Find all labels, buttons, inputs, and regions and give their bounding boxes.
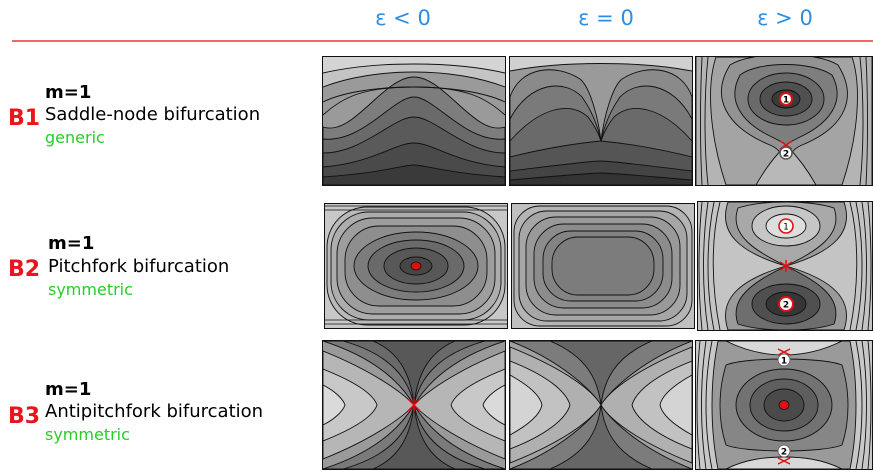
svg-text:2: 2 <box>781 448 787 458</box>
row-code: B2 <box>8 257 41 282</box>
row-m-value: m=1 <box>45 82 92 103</box>
row-bifurcation-type: symmetric <box>48 280 133 299</box>
row-m-value: m=1 <box>48 233 95 254</box>
row-bifurcation-type: symmetric <box>45 425 130 444</box>
phase-portrait-b3-eps-zero <box>509 340 693 470</box>
fixed-point-marker-1: 1 <box>778 218 794 234</box>
phase-portrait-b2-eps-zero <box>511 203 695 329</box>
svg-text:2: 2 <box>783 301 789 311</box>
phase-portrait-b3-eps-negative <box>322 340 506 470</box>
fixed-point-marker-1: 1 <box>779 92 793 106</box>
phase-portrait-b2-eps-positive: 1 2 <box>697 201 873 331</box>
svg-text:1: 1 <box>781 357 787 367</box>
phase-portrait-b1-eps-negative <box>322 56 506 186</box>
saddle-point-marker <box>407 398 421 412</box>
row-code: B3 <box>8 404 41 429</box>
row-bifurcation-name: Pitchfork bifurcation <box>48 256 230 277</box>
fixed-point-marker-2: 2 <box>779 146 793 160</box>
fixed-point-marker-1: 1 <box>777 353 791 367</box>
row-bifurcation-name: Antipitchfork bifurcation <box>45 401 264 422</box>
row-bifurcation-name: Saddle-node bifurcation <box>45 104 261 125</box>
saddle-point-marker <box>779 260 793 272</box>
column-header-eps-negative: ε < 0 <box>375 6 431 30</box>
phase-portrait-b1-eps-zero <box>509 56 693 186</box>
svg-text:1: 1 <box>783 96 789 106</box>
fixed-point-marker-2: 2 <box>777 444 791 458</box>
svg-text:2: 2 <box>783 150 789 160</box>
fixed-point-marker-2: 2 <box>778 296 794 312</box>
saddle-point-marker-top <box>777 348 791 356</box>
phase-portrait-b2-eps-negative <box>324 203 508 329</box>
row-code: B1 <box>8 106 41 131</box>
column-header-eps-positive: ε > 0 <box>757 6 813 30</box>
saddle-point-marker-bottom <box>777 457 791 465</box>
column-header-eps-zero: ε = 0 <box>578 6 634 30</box>
row-m-value: m=1 <box>45 379 92 400</box>
fixed-point-marker-center <box>778 400 790 410</box>
header-divider <box>12 40 873 42</box>
svg-text:1: 1 <box>783 223 789 233</box>
phase-portrait-b1-eps-positive: 1 2 <box>695 56 873 186</box>
fixed-point-marker <box>410 261 422 271</box>
row-bifurcation-type: generic <box>45 128 105 147</box>
phase-portrait-b3-eps-positive: 1 2 <box>695 340 873 470</box>
